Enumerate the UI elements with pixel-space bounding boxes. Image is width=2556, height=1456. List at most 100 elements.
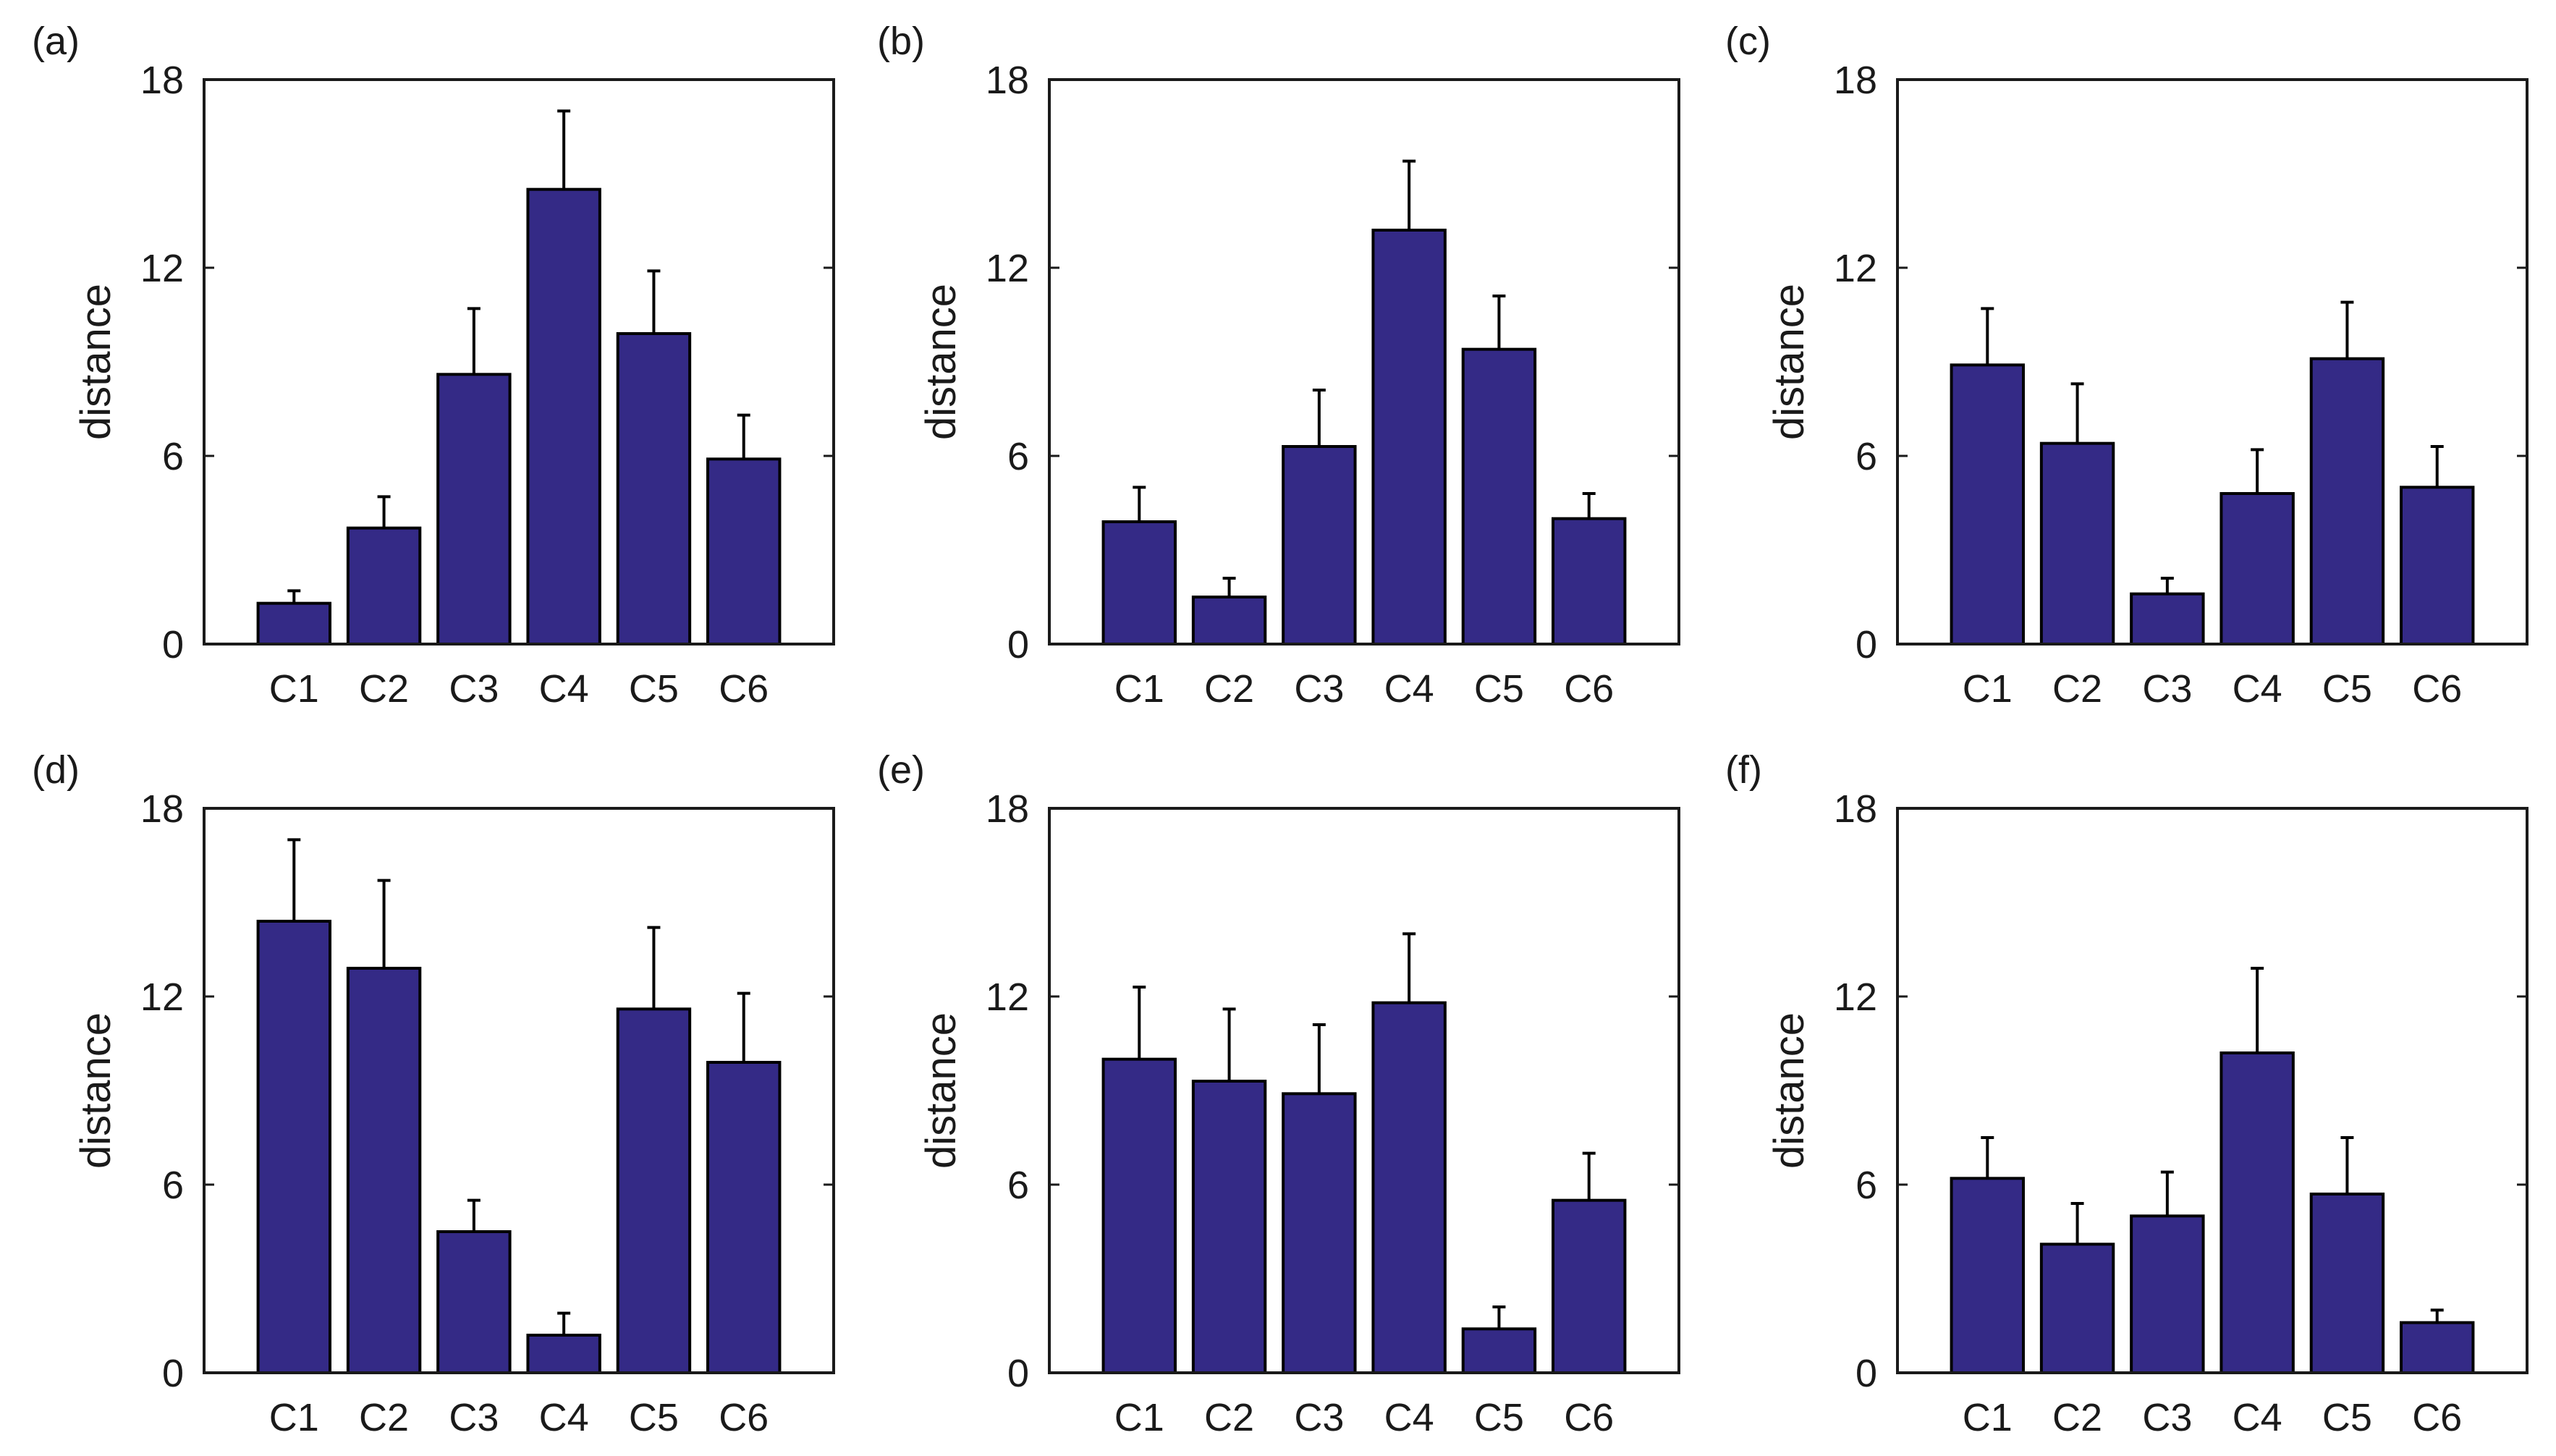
chart-panel: (c) distance C1 C2 C3 C4 C5 C6 0 6 12 18 xyxy=(1725,20,2529,711)
bar xyxy=(1371,229,1447,646)
x-tick-label: C4 xyxy=(2233,1396,2282,1439)
bar xyxy=(1101,1057,1177,1374)
axes-frame xyxy=(1896,807,2529,1374)
y-tick-label: 12 xyxy=(986,975,1029,1019)
x-tick-label: C2 xyxy=(2052,667,2102,711)
axes-frame xyxy=(203,807,835,1374)
x-tick-label: C5 xyxy=(2322,667,2372,711)
bar xyxy=(436,1230,512,1374)
chart-panel: (d) distance C1 C2 C3 C4 C5 C6 0 6 12 18 xyxy=(32,748,835,1439)
y-axis-label: distance xyxy=(1766,284,1813,440)
bar xyxy=(2130,592,2205,646)
x-tick-label: C5 xyxy=(2322,1396,2372,1439)
bar xyxy=(2219,1051,2295,1374)
x-tick-label: C5 xyxy=(1474,1396,1524,1439)
bar xyxy=(2309,1193,2385,1374)
x-tick-label: C4 xyxy=(539,667,589,711)
y-axis-label: distance xyxy=(918,284,965,440)
bar xyxy=(346,967,422,1374)
bar xyxy=(2400,486,2475,646)
y-tick-label: 0 xyxy=(1855,1352,1877,1395)
chart-panel: (e) distance C1 C2 C3 C4 C5 C6 0 6 12 18 xyxy=(877,748,1680,1439)
y-tick-label: 12 xyxy=(1834,975,1877,1019)
x-tick-label: C3 xyxy=(2142,667,2192,711)
y-tick-label: 6 xyxy=(1855,1164,1877,1207)
bar xyxy=(706,1061,782,1374)
chart-panel: (f) distance C1 C2 C3 C4 C5 C6 0 6 12 18 xyxy=(1725,748,2529,1439)
y-tick-label: 0 xyxy=(162,1352,184,1395)
bar xyxy=(706,457,782,646)
y-axis-label: distance xyxy=(72,1012,119,1169)
y-tick-label: 18 xyxy=(986,59,1029,102)
x-tick-label: C3 xyxy=(2142,1396,2192,1439)
y-axis-label: distance xyxy=(918,1012,965,1169)
y-tick-label: 18 xyxy=(140,787,184,831)
panel-label: (e) xyxy=(877,748,925,792)
chart-panel: (a) distance C1 C2 C3 C4 C5 C6 0 6 12 18 xyxy=(32,20,835,711)
axes-frame xyxy=(1896,78,2529,646)
x-tick-label: C2 xyxy=(2052,1396,2102,1439)
bar xyxy=(1950,1177,2026,1375)
bar xyxy=(1191,596,1267,646)
x-tick-label: C4 xyxy=(539,1396,589,1439)
bar xyxy=(616,1007,692,1375)
x-tick-label: C6 xyxy=(1564,667,1614,711)
x-tick-label: C1 xyxy=(269,1396,319,1439)
bar xyxy=(1191,1080,1267,1374)
y-tick-label: 12 xyxy=(1834,247,1877,290)
x-tick-label: C6 xyxy=(719,1396,769,1439)
bar xyxy=(526,187,601,646)
panel-label: (b) xyxy=(877,20,925,63)
bar xyxy=(346,526,422,646)
y-tick-label: 6 xyxy=(162,1164,184,1207)
x-tick-label: C6 xyxy=(2412,667,2462,711)
bar xyxy=(256,920,332,1374)
y-tick-label: 12 xyxy=(986,247,1029,290)
x-tick-label: C4 xyxy=(1384,667,1434,711)
x-tick-label: C5 xyxy=(629,667,679,711)
x-tick-label: C1 xyxy=(269,667,319,711)
y-tick-label: 6 xyxy=(1007,1164,1029,1207)
bar xyxy=(1282,1092,1357,1375)
panel-label: (d) xyxy=(32,748,80,792)
y-tick-label: 0 xyxy=(1007,1352,1029,1395)
x-tick-label: C1 xyxy=(1114,667,1164,711)
x-tick-label: C3 xyxy=(1294,667,1344,711)
bar xyxy=(256,601,332,646)
y-axis-label: distance xyxy=(72,284,119,440)
y-tick-label: 12 xyxy=(140,975,184,1019)
x-tick-label: C6 xyxy=(719,667,769,711)
bar xyxy=(1461,1327,1537,1375)
bar xyxy=(616,332,692,646)
chart-panel: (b) distance C1 C2 C3 C4 C5 C6 0 6 12 18 xyxy=(877,20,1680,711)
x-tick-label: C1 xyxy=(1963,667,2013,711)
x-tick-label: C3 xyxy=(1294,1396,1344,1439)
bar xyxy=(2309,357,2385,646)
bar xyxy=(1461,347,1537,646)
y-tick-label: 0 xyxy=(1855,623,1877,666)
bar xyxy=(2219,492,2295,646)
bar xyxy=(2039,1243,2115,1375)
y-tick-label: 6 xyxy=(1855,435,1877,478)
x-tick-label: C3 xyxy=(449,667,499,711)
y-tick-label: 0 xyxy=(162,623,184,666)
x-tick-label: C2 xyxy=(1204,667,1254,711)
axes-frame xyxy=(203,78,835,646)
x-tick-label: C5 xyxy=(629,1396,679,1439)
y-tick-label: 6 xyxy=(162,435,184,478)
bar xyxy=(2039,441,2115,646)
x-tick-label: C1 xyxy=(1963,1396,2013,1439)
y-tick-label: 12 xyxy=(140,247,184,290)
bar xyxy=(436,373,512,646)
axes-frame xyxy=(1048,78,1680,646)
x-tick-label: C2 xyxy=(1204,1396,1254,1439)
bar xyxy=(526,1334,601,1374)
bar xyxy=(1282,445,1357,646)
panel-label: (c) xyxy=(1725,20,1771,63)
x-tick-label: C6 xyxy=(1564,1396,1614,1439)
panel-label: (f) xyxy=(1725,748,1762,792)
x-tick-label: C1 xyxy=(1114,1396,1164,1439)
bar xyxy=(2130,1214,2205,1375)
y-tick-label: 6 xyxy=(1007,435,1029,478)
